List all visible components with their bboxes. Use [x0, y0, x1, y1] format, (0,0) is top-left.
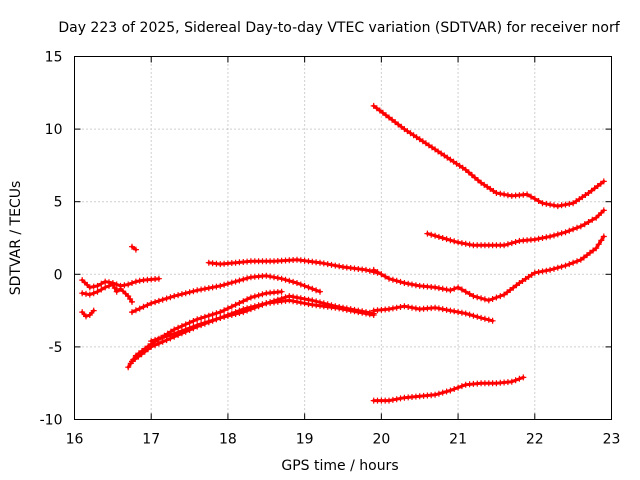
- data-series-arc-5: [129, 272, 323, 316]
- data-series-arc-2: [79, 281, 135, 305]
- data-series-arc-3: [79, 307, 97, 320]
- data-series-arc-7: [129, 293, 377, 365]
- x-axis-label: GPS time / hours: [281, 458, 398, 474]
- x-tick-label: 16: [66, 432, 84, 448]
- x-tick-label: 23: [603, 432, 621, 448]
- data-series-arc-14: [370, 374, 527, 404]
- series-line: [80, 309, 96, 318]
- y-tick-label: -10: [40, 413, 63, 429]
- data-series-arc-6: [125, 288, 285, 371]
- data-series-arc-12: [370, 102, 607, 210]
- y-tick-label: 0: [54, 267, 63, 283]
- series-line: [372, 104, 606, 208]
- series-markers: [370, 374, 527, 404]
- series-markers: [125, 288, 285, 371]
- series-markers: [148, 297, 377, 345]
- data-series-arc-9: [205, 256, 381, 276]
- data-series-arc-4: [129, 243, 139, 253]
- series-markers: [129, 272, 323, 316]
- series-markers: [79, 307, 97, 320]
- y-axis-label: SDTVAR / TECUs: [8, 181, 24, 296]
- series-markers: [205, 256, 381, 276]
- series-markers: [370, 102, 607, 210]
- grid: [74, 56, 612, 420]
- series-markers: [129, 243, 139, 253]
- data-series-arc-10: [370, 233, 607, 304]
- y-tick-label: 5: [54, 195, 63, 211]
- data-series-arc-13: [424, 207, 607, 249]
- series-markers: [370, 303, 496, 324]
- x-tick-label: 17: [142, 432, 160, 448]
- chart-title: Day 223 of 2025, Sidereal Day-to-day VTE…: [58, 20, 620, 36]
- data-series-arc-8: [148, 297, 377, 345]
- y-tick-label: -5: [49, 340, 63, 356]
- series-markers: [370, 233, 607, 304]
- x-tick-label: 19: [296, 432, 314, 448]
- ticks: 16 17 18 19 20 21 22 23 -10 -5 0 5 10 15: [40, 50, 621, 448]
- plot-frame: [74, 56, 612, 420]
- x-tick-label: 18: [219, 432, 237, 448]
- data-series-arc-11: [370, 303, 496, 324]
- data-layer: [79, 102, 607, 404]
- x-tick-label: 20: [372, 432, 390, 448]
- x-tick-label: 21: [449, 432, 467, 448]
- x-tick-label: 22: [526, 432, 544, 448]
- y-tick-label: 10: [45, 122, 63, 138]
- series-markers: [79, 281, 135, 305]
- y-tick-label: 15: [45, 50, 63, 66]
- series-markers: [129, 293, 377, 365]
- series-markers: [424, 207, 607, 249]
